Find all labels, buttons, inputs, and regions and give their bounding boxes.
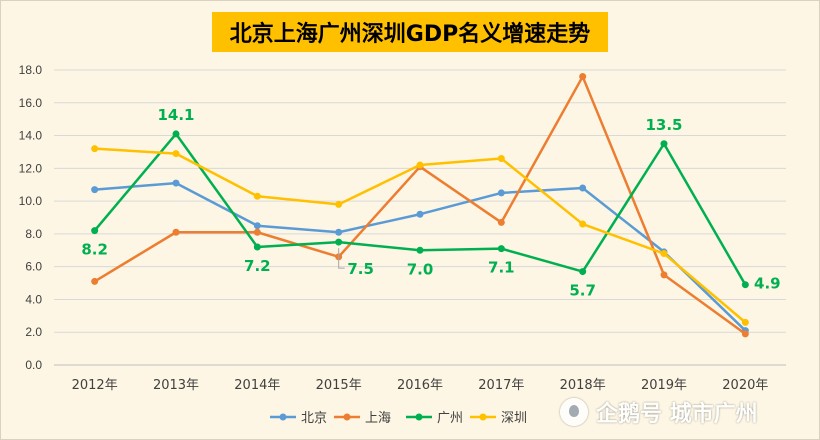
x-tick-label: 2013年 <box>153 378 199 393</box>
data-label: 14.1 <box>157 106 194 124</box>
data-point <box>579 268 587 276</box>
data-point <box>416 210 424 218</box>
x-tick-label: 2016年 <box>397 378 443 393</box>
y-tick-label: 18.0 <box>19 63 43 77</box>
data-label: 13.5 <box>645 116 682 134</box>
data-label: 7.2 <box>244 257 271 275</box>
data-point <box>172 150 180 158</box>
y-tick-label: 8.0 <box>25 227 42 241</box>
data-point <box>335 200 343 208</box>
data-label: 7.1 <box>488 259 515 277</box>
data-point <box>91 186 99 194</box>
x-tick-label: 2018年 <box>560 378 606 393</box>
data-point <box>416 246 424 254</box>
legend-label: 上海 <box>365 411 391 426</box>
data-point <box>579 220 587 228</box>
y-tick-label: 14.0 <box>19 129 43 143</box>
data-point <box>253 228 261 236</box>
data-point <box>253 192 261 200</box>
data-point <box>497 245 505 253</box>
data-point <box>497 189 505 197</box>
y-tick-label: 12.0 <box>19 161 43 175</box>
legend-marker <box>415 413 423 421</box>
watermark-text: 企鹅号 城市广州 <box>596 402 758 427</box>
data-label: 5.7 <box>569 282 596 300</box>
y-tick-label: 16.0 <box>19 96 43 110</box>
data-point <box>253 243 261 251</box>
chart-title: 北京上海广州深圳GDP名义增速走势 <box>229 22 591 47</box>
y-tick-label: 0.0 <box>25 358 42 372</box>
data-label: 4.9 <box>754 275 781 293</box>
data-label: 7.5 <box>347 260 374 278</box>
legend-label: 广州 <box>437 411 463 426</box>
penguin-icon <box>560 398 588 426</box>
data-point <box>91 227 99 235</box>
data-point <box>335 228 343 236</box>
data-point <box>497 218 505 226</box>
legend-marker <box>279 413 287 421</box>
series-line-1 <box>94 181 747 332</box>
data-point <box>335 238 343 246</box>
data-point <box>497 155 505 162</box>
data-point <box>741 281 749 289</box>
x-tick-label: 2020年 <box>722 378 768 393</box>
data-point <box>660 250 668 258</box>
data-point <box>660 271 668 279</box>
legend-marker <box>343 413 351 421</box>
legend-label: 深圳 <box>501 411 527 426</box>
data-point <box>741 330 749 338</box>
data-label: 7.0 <box>407 260 434 278</box>
data-point <box>579 73 587 81</box>
label-leader-line <box>338 248 345 269</box>
legend-label: 北京 <box>301 411 327 426</box>
x-tick-label: 2015年 <box>316 378 362 393</box>
legend-marker <box>479 413 487 421</box>
data-point <box>172 228 180 236</box>
chart-title-box: 北京上海广州深圳GDP名义增速走势 <box>212 12 608 52</box>
x-tick-label: 2017年 <box>478 378 524 393</box>
data-point <box>91 145 99 153</box>
data-point <box>253 222 261 230</box>
data-point <box>416 161 424 169</box>
y-tick-label: 4.0 <box>25 292 42 306</box>
data-point <box>91 277 99 285</box>
x-tick-label: 2012年 <box>72 378 118 393</box>
data-point <box>172 130 180 138</box>
y-tick-label: 10.0 <box>19 194 43 208</box>
data-point <box>579 184 587 192</box>
data-label: 8.2 <box>81 241 108 259</box>
data-point <box>741 318 749 326</box>
data-point <box>660 140 668 148</box>
y-tick-label: 6.0 <box>25 260 42 274</box>
x-tick-label: 2019年 <box>641 378 687 393</box>
y-tick-label: 2.0 <box>25 325 42 339</box>
data-point <box>172 179 180 187</box>
watermark: 企鹅号 城市广州 <box>560 395 758 429</box>
x-tick-label: 2014年 <box>234 378 280 393</box>
